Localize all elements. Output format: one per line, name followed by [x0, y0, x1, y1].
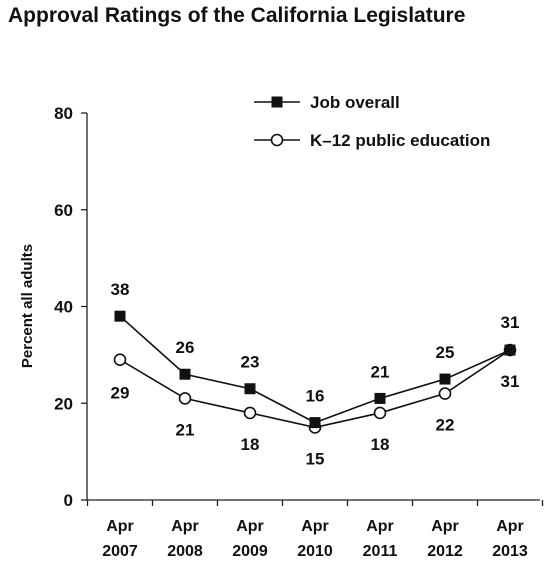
k12-education-marker [243, 406, 257, 420]
legend-marker-job-overall [271, 96, 283, 108]
y-axis-title: Percent all adults [19, 244, 36, 368]
job-overall-marker [179, 368, 191, 380]
k12-education-data-label: 18 [241, 435, 260, 454]
job-overall-data-label: 38 [111, 280, 130, 299]
k12-education-data-label: 15 [306, 449, 325, 468]
k12-education-marker [438, 387, 452, 400]
k12-education-marker [178, 392, 192, 405]
x-tick-label-month: Apr [106, 518, 134, 535]
x-tick-label-year: 2008 [167, 543, 203, 560]
k12-education-marker [113, 353, 127, 367]
job-overall-marker [374, 392, 386, 404]
job-overall-marker [504, 344, 516, 356]
x-tick-label-year: 2009 [232, 543, 268, 560]
job-overall-data-label: 26 [176, 338, 195, 357]
x-tick-label-month: Apr [431, 518, 459, 535]
k12-education-marker [373, 406, 387, 420]
job-overall-data-label: 16 [306, 387, 325, 406]
x-tick-label-month: Apr [366, 518, 394, 535]
x-tick-label-month: Apr [301, 518, 329, 535]
k12-education-data-label: 18 [371, 435, 390, 454]
job-overall-data-label: 31 [501, 313, 520, 332]
y-tick-label: 80 [54, 104, 73, 123]
series-markers [113, 310, 517, 434]
job-overall-marker [244, 383, 256, 395]
legend: Job overall K–12 public education [254, 93, 490, 150]
k12-education-data-label: 22 [436, 416, 455, 435]
x-tick-label-year: 2010 [297, 543, 333, 560]
y-tick-label: 60 [54, 201, 73, 220]
job-overall-marker [439, 373, 451, 385]
x-tick-label-year: 2013 [492, 543, 528, 560]
job-overall-data-label: 23 [241, 353, 260, 372]
chart-title: Approval Ratings of the California Legis… [8, 4, 466, 27]
legend-label-job-overall: Job overall [310, 93, 400, 112]
x-tick-label-year: 2012 [427, 543, 463, 560]
legend-label-k12-education: K–12 public education [310, 131, 490, 150]
x-tick-label-year: 2007 [102, 543, 138, 560]
x-tick-label-year: 2011 [363, 543, 398, 560]
y-tick-label: 0 [64, 491, 73, 510]
k12-education-data-label: 21 [176, 420, 195, 439]
legend-marker-k12-education [270, 133, 284, 147]
k12-education-data-label: 29 [111, 384, 130, 403]
data-labels: 38 26 23 16 21 25 31 29 21 18 15 18 22 31 [111, 280, 520, 468]
y-tick-label: 40 [54, 298, 73, 317]
job-overall-data-label: 25 [436, 343, 455, 362]
series-line-job-overall [119, 315, 511, 424]
job-overall-data-label: 21 [371, 362, 390, 381]
x-tick-label-month: Apr [236, 518, 264, 535]
job-overall-marker [114, 310, 126, 322]
axes: 0 20 40 60 80 Apr 2007 Apr 2008 Apr 2009 Apr 2010 Apr… [19, 104, 544, 560]
k12-education-data-label: 31 [501, 372, 520, 391]
job-overall-marker [309, 417, 321, 429]
x-tick-label-month: Apr [171, 518, 199, 535]
series-lines [119, 315, 511, 429]
y-tick-label: 20 [54, 394, 73, 413]
x-tick-label-month: Apr [496, 518, 524, 535]
